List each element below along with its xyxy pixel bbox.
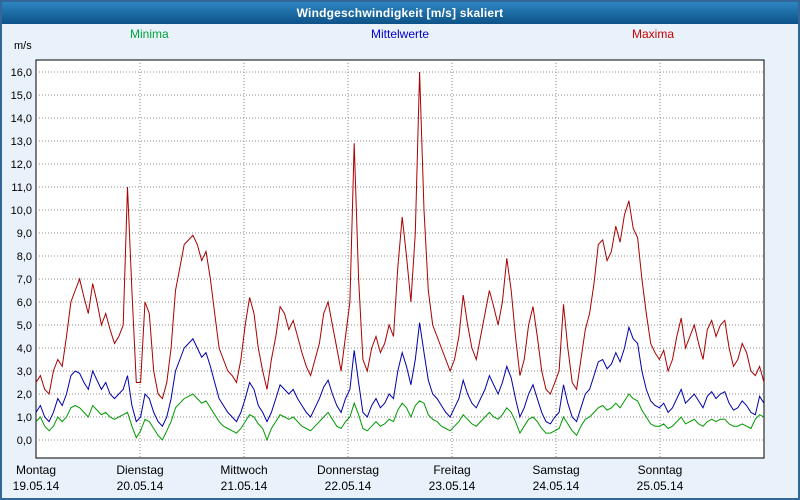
y-tick-label: 9,0 [17, 228, 32, 240]
x-day-label: Donnerstag [317, 463, 379, 477]
y-tick-label: 13,0 [11, 136, 32, 148]
y-tick-label: 15,0 [11, 90, 32, 102]
title-bar: Windgeschwindigkeit [m/s] skaliert [2, 2, 798, 24]
mittelwerte-line [35, 322, 765, 428]
y-tick-label: 8,0 [17, 251, 32, 263]
y-tick-label: 12,0 [11, 159, 32, 171]
legend-row: Minima Mittelwerte Maxima [2, 24, 798, 44]
x-day-label: Sonntag [638, 463, 683, 477]
x-day-label: Dienstag [116, 463, 163, 477]
x-date-label: 25.05.14 [637, 479, 684, 493]
y-tick-label: 2,0 [17, 389, 32, 401]
y-axis-unit-label: m/s [14, 40, 32, 52]
x-date-label: 22.05.14 [325, 479, 372, 493]
legend-minima-label: Minima [130, 27, 169, 41]
legend-mittelwerte-label: Mittelwerte [370, 27, 430, 41]
x-day-label: Mittwoch [220, 463, 267, 477]
x-date-label: 20.05.14 [117, 479, 164, 493]
x-date-label: 21.05.14 [221, 479, 268, 493]
y-tick-label: 10,0 [11, 205, 32, 217]
x-day-label: Freitag [433, 463, 470, 477]
wind-speed-chart: 0,0 1,0 2,0 3,0 4,0 5,0 6,0 7,0 8,0 9,0 10,0 11,0 12… [6, 48, 798, 498]
x-day-label: Samstag [532, 463, 579, 477]
y-tick-label: 6,0 [17, 297, 32, 309]
y-tick-label: 16,0 [11, 67, 32, 79]
minima-line [35, 393, 765, 442]
y-tick-label: 4,0 [17, 343, 32, 355]
y-tick-label: 3,0 [17, 366, 32, 378]
maxima-line [35, 71, 765, 400]
y-tick-label: 7,0 [17, 274, 32, 286]
x-date-label: 19.05.14 [13, 479, 60, 493]
y-tick-label: 1,0 [17, 412, 32, 424]
y-tick-label: 0,0 [17, 435, 32, 447]
page-title: Windgeschwindigkeit [m/s] skaliert [296, 6, 504, 20]
y-tick-label: 5,0 [17, 320, 32, 332]
x-day-label: Montag [16, 463, 56, 477]
plot-area [35, 59, 765, 459]
chart-svg: 0,0 1,0 2,0 3,0 4,0 5,0 6,0 7,0 8,0 9,0 10,0 11,0 12… [11, 59, 765, 493]
y-tick-label: 14,0 [11, 113, 32, 125]
legend-maxima-label: Maxima [632, 27, 675, 41]
y-tick-label: 11,0 [11, 182, 32, 194]
x-date-label: 23.05.14 [429, 479, 476, 493]
x-date-label: 24.05.14 [533, 479, 580, 493]
